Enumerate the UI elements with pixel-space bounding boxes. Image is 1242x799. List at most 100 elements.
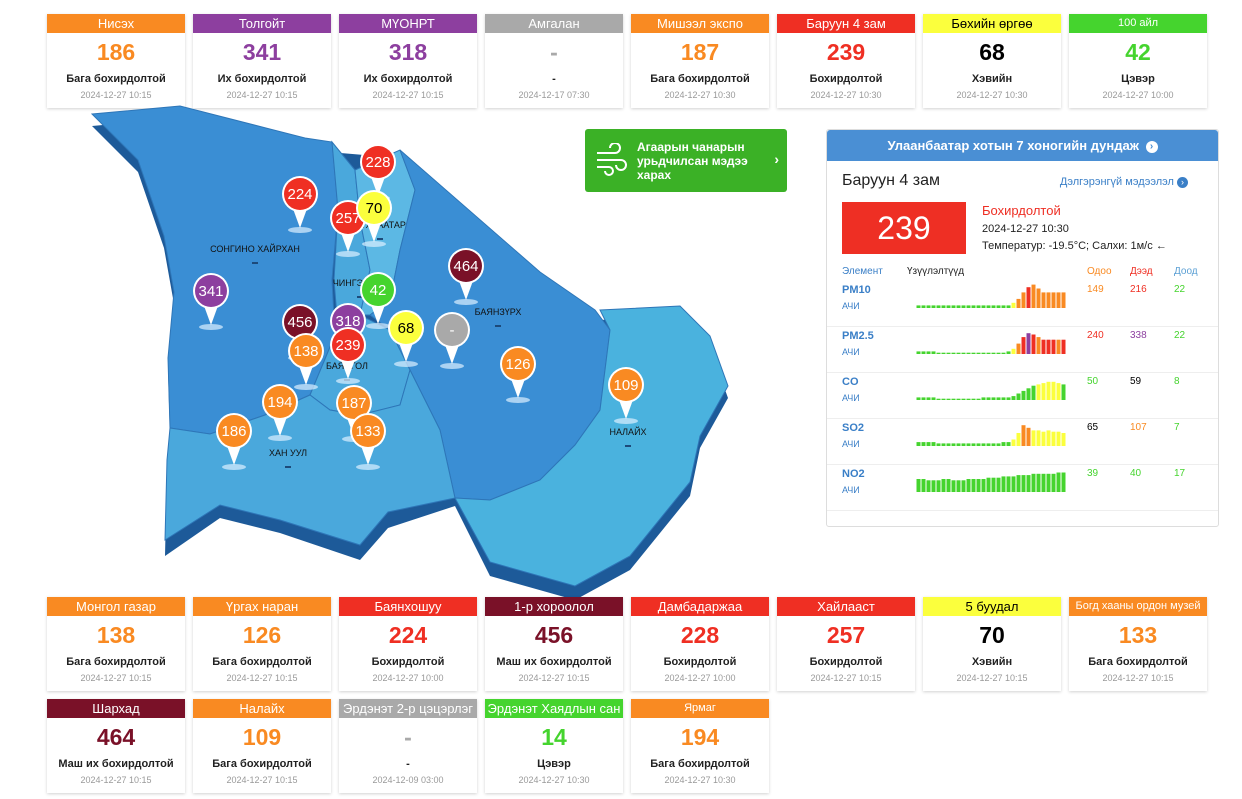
station-card[interactable]: Ярмаг 194 Бага бохирдолтой 2024-12-27 10:30 [631, 699, 769, 793]
trend-bar [1061, 384, 1066, 400]
timestamp: 2024-12-27 10:00 [1102, 90, 1174, 100]
map-pin[interactable]: 194 [262, 384, 298, 441]
station-card[interactable]: 1-р хороолол 456 Маш их бохирдолтой 2024-12… [485, 597, 623, 691]
wind-icon [597, 143, 627, 176]
station-card[interactable]: Шархад 464 Маш их бохирдолтой 2024-12-27 10… [47, 699, 185, 793]
station-card[interactable]: Баянхошуу 224 Бохирдолтой 2024-12-27 10:00 [339, 597, 477, 691]
map-pin[interactable]: 126 [500, 346, 536, 403]
map-pin[interactable]: 257 [330, 200, 366, 257]
pollutant-trend-chart [916, 472, 1066, 492]
map-pin[interactable]: 138 [288, 333, 324, 390]
pollutant-min: 22 [1174, 330, 1186, 341]
map-pin[interactable]: 133 [350, 413, 386, 470]
wind-arrow-icon: ← [1155, 240, 1167, 252]
pin-value: 341 [198, 283, 223, 300]
station-card[interactable]: Монгол газар 138 Бага бохирдолтой 2024-12-2… [47, 597, 185, 691]
trend-bar [981, 397, 986, 400]
pollutant-unit: АЧИ [842, 393, 860, 403]
pin-value: 224 [287, 186, 312, 203]
map-pin[interactable]: 224 [282, 176, 318, 233]
pollutant-row: SO2 АЧИ 65 107 7 [827, 418, 1218, 465]
map-pin[interactable]: 464 [448, 248, 484, 305]
pollutant-unit: АЧИ [842, 301, 860, 311]
district-marker [357, 296, 363, 298]
district-nalaikh[interactable] [454, 305, 729, 587]
aqi-value: 318 [388, 39, 428, 65]
map-pin[interactable]: 68 [388, 310, 424, 367]
map-pin[interactable]: 186 [216, 413, 252, 470]
map-pin[interactable]: 228 [360, 144, 396, 201]
aqi-value: 239 [826, 39, 866, 65]
station-card[interactable]: Богд хааны ордон музей 133 Бага бохирдолто… [1069, 597, 1207, 691]
timestamp: 2024-12-27 10:15 [226, 673, 298, 683]
station-card[interactable]: Налайх 109 Бага бохирдолтой 2024-12-27 10:1… [193, 699, 331, 793]
aqi-level: Их бохирдолтой [363, 73, 453, 85]
trend-bar [1056, 431, 1061, 446]
map-pin[interactable]: 239 [330, 327, 366, 384]
trend-bar [921, 305, 926, 308]
map-pin[interactable]: 42 [360, 272, 396, 329]
trend-bar [921, 351, 926, 354]
map-pin[interactable]: 70 [356, 190, 392, 247]
trend-bar [956, 443, 961, 446]
trend-bar [1026, 287, 1031, 308]
map-pin[interactable]: 341 [193, 273, 229, 330]
col-min: Доод [1174, 266, 1198, 277]
station-card[interactable]: Нисэх 186 Бага бохирдолтой 2024-12-27 10:15 [47, 14, 185, 108]
map-pin[interactable]: 109 [608, 367, 644, 424]
station-card[interactable]: Дамбадаржаа 228 Бохирдолтой 2024-12-27 10:0… [631, 597, 769, 691]
weekly-average-header[interactable]: Улаанбаатар хотын 7 хоногийн дундаж › [827, 130, 1218, 161]
map-pin[interactable]: - [434, 312, 470, 369]
aqi-status: Бохирдолтой [982, 203, 1061, 218]
station-card[interactable]: Бөхийн өргөө 68 Хэвийн 2024-12-27 10:30 [923, 14, 1061, 108]
trend-bar [1046, 292, 1051, 308]
station-card[interactable]: Эрдэнэт 2-р цэцэрлэг - - 2024-12-09 03:00 [339, 699, 477, 793]
pollutant-now: 65 [1087, 422, 1099, 433]
trend-bar [1031, 284, 1036, 308]
station-card[interactable]: Эрдэнэт Хаядлын сан 14 Цэвэр 2024-12-27 10:… [485, 699, 623, 793]
trend-bar [1036, 430, 1041, 446]
forecast-button[interactable]: Агаарын чанарын урьдчилсан мэдээ харах › [585, 129, 787, 192]
station-card[interactable]: 100 айл 42 Цэвэр 2024-12-27 10:00 [1069, 14, 1207, 108]
trend-bar [946, 305, 951, 308]
station-card[interactable]: Баруун 4 зам 239 Бохирдолтой 2024-12-27 10:… [777, 14, 915, 108]
timestamp: 2024-12-27 10:15 [80, 775, 152, 785]
aqi-value: 228 [680, 622, 720, 648]
aqi-value: 109 [242, 724, 282, 750]
trend-bar [931, 480, 936, 492]
aqi-level: Цэвэр [1121, 73, 1155, 85]
station-card[interactable]: 5 буудал 70 Хэвийн 2024-12-27 10:15 [923, 597, 1061, 691]
pollutant-trend-chart [916, 333, 1066, 354]
station-card[interactable]: Амгалан - - 2024-12-17 07:30 [485, 14, 623, 108]
trend-bar [1001, 442, 1006, 446]
station-card[interactable]: Хайлааст 257 Бохирдолтой 2024-12-27 10:15 [777, 597, 915, 691]
district-label: ЧИНГЭЛТЭЙ [333, 277, 387, 288]
trend-bar [991, 397, 996, 400]
trend-bar [1016, 475, 1021, 492]
station-card[interactable]: МҮОНРТ 318 Их бохирдолтой 2024-12-27 10:15 [339, 14, 477, 108]
timestamp: 2024-12-17 07:30 [518, 90, 590, 100]
station-card[interactable]: Үргах наран 126 Бага бохирдолтой 2024-12-27… [193, 597, 331, 691]
station-name: Бөхийн өргөө [923, 14, 1061, 33]
trend-bar [976, 305, 981, 308]
trend-bar [916, 305, 921, 308]
trend-bar [976, 479, 981, 492]
aqi-value: 187 [680, 39, 720, 65]
trend-bar [926, 305, 931, 308]
timestamp: 2024-12-27 10:15 [226, 775, 298, 785]
station-name: Баянхошуу [339, 597, 477, 616]
trend-bar [926, 480, 931, 492]
pollutant-min: 8 [1174, 376, 1180, 387]
trend-bar [991, 443, 996, 446]
aqi-value: 126 [242, 622, 282, 648]
trend-bar [941, 352, 946, 354]
station-name: 100 айл [1069, 14, 1207, 33]
station-card[interactable]: Мишээл экспо 187 Бага бохирдолтой 2024-12-2… [631, 14, 769, 108]
pollutant-trend-chart [916, 381, 1066, 400]
aqi-value: 224 [388, 622, 428, 648]
aqi-value: - [550, 39, 558, 65]
station-card[interactable]: Толгойт 341 Их бохирдолтой 2024-12-27 10:15 [193, 14, 331, 108]
map-pin[interactable]: 187 [336, 385, 372, 442]
pin-value: 257 [335, 210, 360, 227]
more-info-link[interactable]: Дэлгэрэнгүй мэдээлэл › [1060, 176, 1188, 188]
